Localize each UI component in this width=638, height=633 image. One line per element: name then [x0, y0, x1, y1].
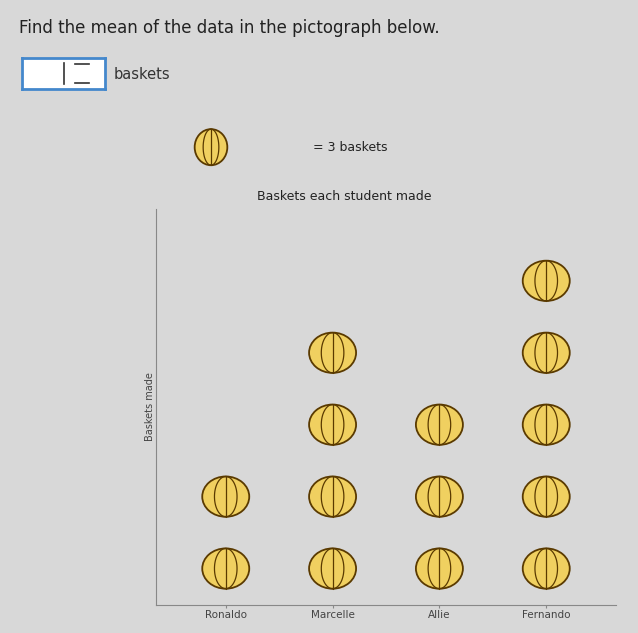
Text: Find the mean of the data in the pictograph below.: Find the mean of the data in the pictogr… [19, 19, 440, 37]
Text: = 3 baskets: = 3 baskets [313, 141, 387, 154]
Ellipse shape [309, 404, 356, 445]
Text: baskets: baskets [114, 67, 170, 82]
Ellipse shape [523, 548, 570, 589]
Ellipse shape [309, 548, 356, 589]
Ellipse shape [523, 477, 570, 517]
Ellipse shape [523, 404, 570, 445]
Text: Baskets each student made: Baskets each student made [257, 190, 432, 203]
Y-axis label: Baskets made: Baskets made [145, 372, 155, 441]
Ellipse shape [309, 332, 356, 373]
Ellipse shape [202, 548, 249, 589]
Ellipse shape [195, 129, 227, 165]
Ellipse shape [202, 477, 249, 517]
Ellipse shape [416, 404, 463, 445]
Ellipse shape [309, 477, 356, 517]
Ellipse shape [523, 332, 570, 373]
Ellipse shape [416, 548, 463, 589]
Ellipse shape [523, 261, 570, 301]
Ellipse shape [416, 477, 463, 517]
